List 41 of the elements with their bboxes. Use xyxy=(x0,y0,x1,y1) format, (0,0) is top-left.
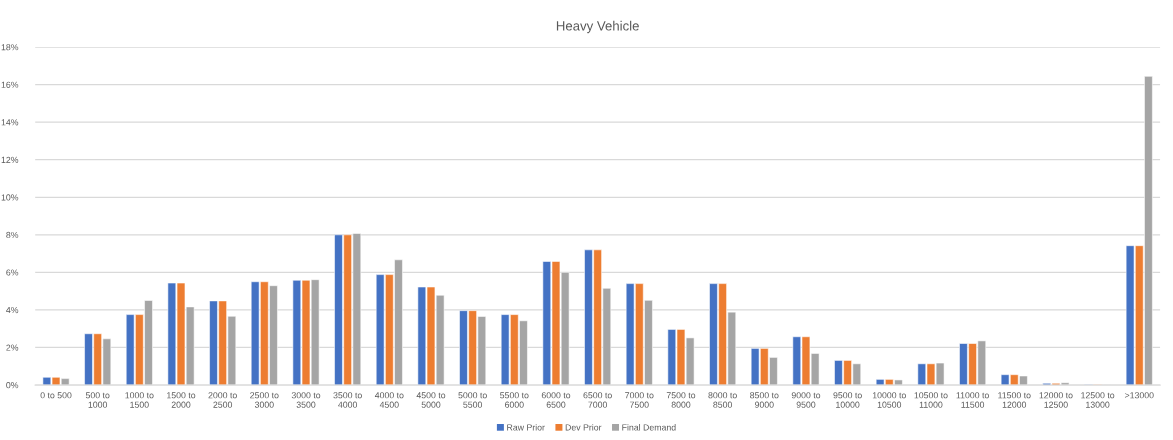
x-tick-label: 12000 to 12500 xyxy=(1039,392,1073,408)
x-tick-label: 5000 to 5500 xyxy=(458,392,487,408)
y-tick-label: 14% xyxy=(1,119,19,126)
x-tick-label: 2500 to 3000 xyxy=(250,392,279,408)
x-tick-label: >13000 xyxy=(1124,392,1154,399)
x-tick-label: 8500 to 9000 xyxy=(750,392,779,408)
y-tick-label: 4% xyxy=(6,307,19,314)
legend-label: Raw Prior xyxy=(507,424,545,431)
x-tick-label: 9000 to 9500 xyxy=(791,392,821,408)
x-tick-label: 7000 to 7500 xyxy=(625,392,654,408)
y-tick-label: 18% xyxy=(1,44,19,51)
x-tick-label: 10500 to 11000 xyxy=(914,392,948,408)
y-tick-label: 16% xyxy=(1,81,19,88)
y-tick-label: 6% xyxy=(6,269,19,276)
x-tick-label: 8000 to 8500 xyxy=(708,392,737,408)
y-tick-label: 2% xyxy=(6,344,19,351)
x-tick-label: 7500 to 8000 xyxy=(666,392,696,408)
x-tick-label: 11000 to 11500 xyxy=(956,392,989,408)
x-tick-label: 10000 to 10500 xyxy=(872,392,906,408)
x-tick-label: 11500 to 12000 xyxy=(998,392,1031,408)
x-tick-label: 1000 to 1500 xyxy=(125,392,154,408)
legend-label: Final Demand xyxy=(622,424,676,431)
x-tick-label: 500 to 1000 xyxy=(85,392,110,408)
y-tick-label: 8% xyxy=(6,231,19,239)
x-tick-label: 1500 to 2000 xyxy=(167,392,196,408)
x-tick-label: 3500 to 4000 xyxy=(333,392,362,408)
x-tick-label: 5500 to 6000 xyxy=(500,392,529,408)
legend-label: Dev Prior xyxy=(565,424,602,431)
x-tick-label: 0 to 500 xyxy=(40,392,72,399)
x-tick-label: 4000 to 4500 xyxy=(374,392,404,408)
x-tick-label: 12500 to 13000 xyxy=(1081,392,1115,408)
chart-title: Heavy Vehicle xyxy=(556,20,639,34)
y-tick-label: 10% xyxy=(1,194,19,201)
x-tick-label: 3000 to 3500 xyxy=(291,392,321,408)
x-tick-label: 6500 to 7000 xyxy=(583,392,612,408)
x-tick-label: 9500 to 10000 xyxy=(833,392,862,408)
y-tick-label: 12% xyxy=(1,156,19,163)
x-tick-label: 2000 to 2500 xyxy=(208,392,237,408)
y-tick-label: 0% xyxy=(6,382,19,389)
x-tick-label: 6000 to 6500 xyxy=(541,392,571,408)
x-tick-label: 4500 to 5000 xyxy=(416,392,446,408)
